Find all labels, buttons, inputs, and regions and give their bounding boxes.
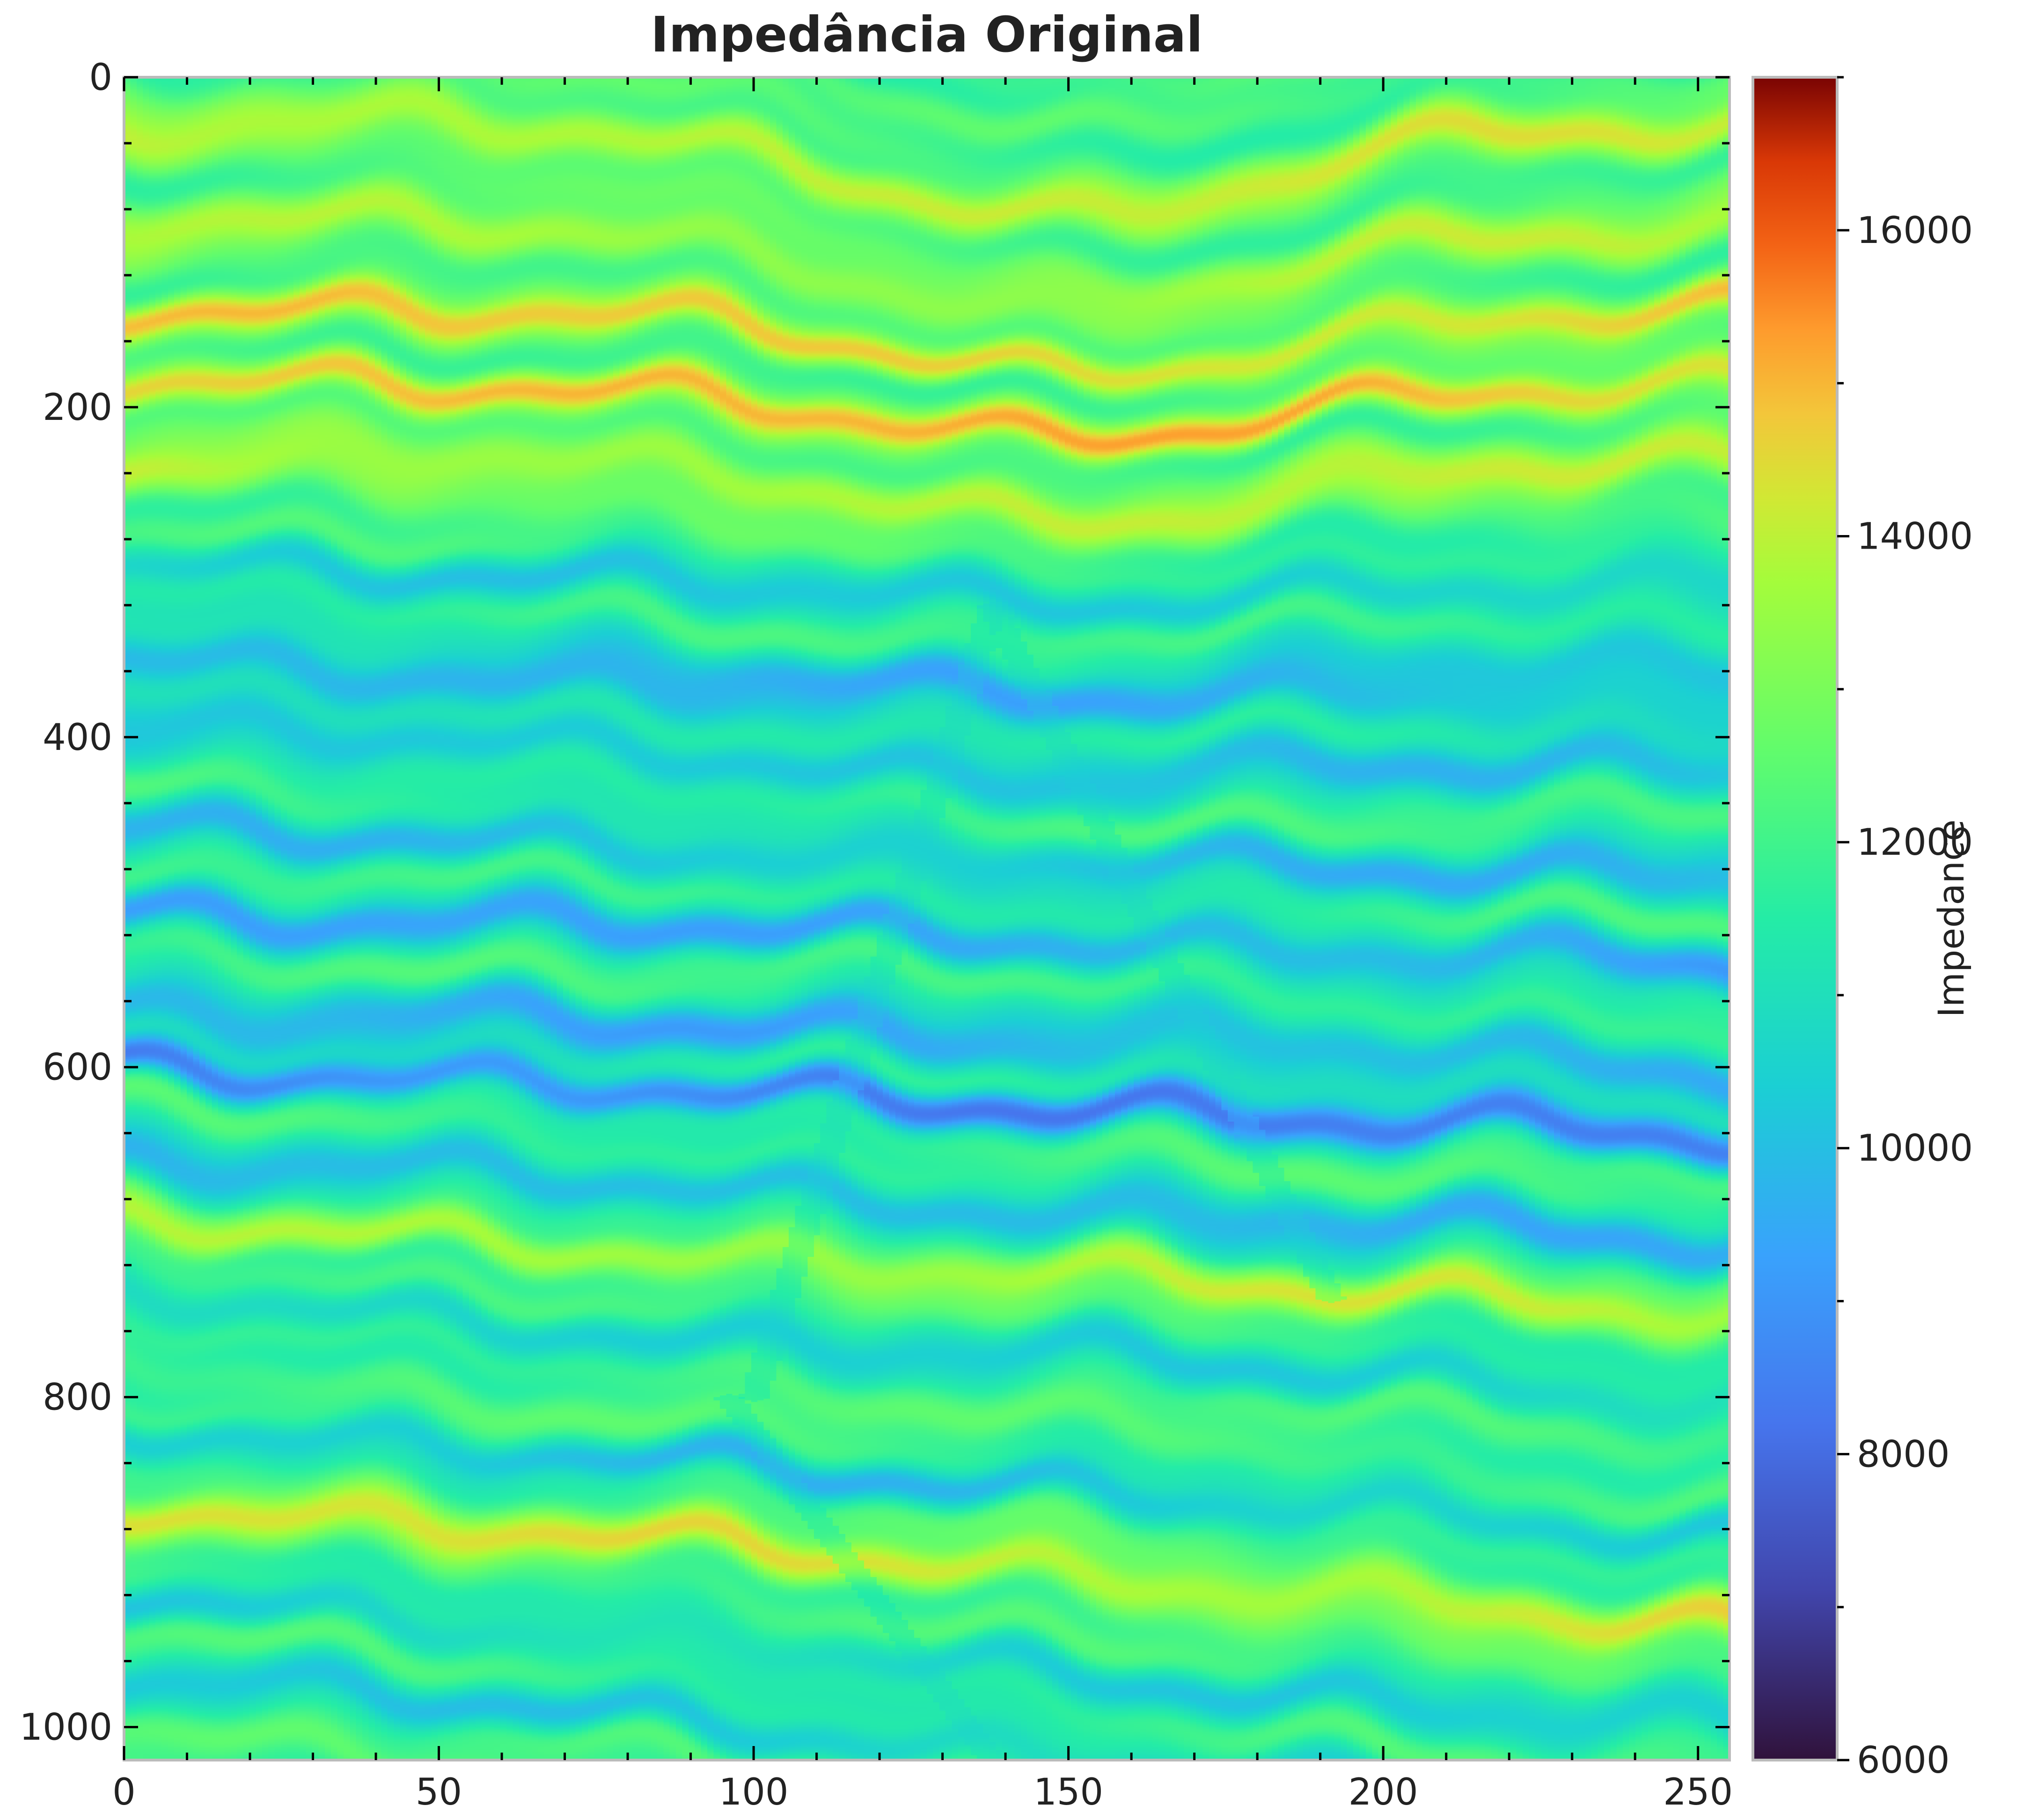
x-axis: 0 50 100 150 200 250 xyxy=(112,77,1733,1813)
colorbar-label: Impedance xyxy=(1930,820,1972,1018)
y-tick-label: 400 xyxy=(43,717,112,759)
y-tick-label: 600 xyxy=(43,1047,112,1089)
y-tick-label: 800 xyxy=(43,1377,112,1419)
x-tick-label: 50 xyxy=(416,1771,462,1813)
colorbar-tick-label: 10000 xyxy=(1857,1128,1973,1170)
x-tick-label: 200 xyxy=(1348,1771,1418,1813)
x-tick-label: 0 xyxy=(112,1771,136,1813)
colorbar-tick-label: 8000 xyxy=(1857,1433,1950,1475)
y-tick-label: 200 xyxy=(43,387,112,429)
y-tick-label: 0 xyxy=(89,57,112,99)
y-tick-label: 1000 xyxy=(19,1707,112,1749)
plot-frame xyxy=(123,76,1731,1761)
x-tick-label: 150 xyxy=(1033,1771,1103,1813)
x-tick-label: 250 xyxy=(1663,1771,1733,1813)
colorbar-tick-label: 12000 xyxy=(1857,822,1973,864)
chart-title: Impedância Original xyxy=(651,6,1203,63)
colorbar-tick-label: 14000 xyxy=(1857,515,1973,558)
x-tick-label: 100 xyxy=(719,1771,789,1813)
y-axis: 0 200 400 600 800 1000 xyxy=(19,57,1730,1749)
colorbar-tick-label: 16000 xyxy=(1857,210,1973,252)
heatmap-image xyxy=(124,77,1730,1760)
colorbar-axis: 6000 8000 10000 12000 14000 16000 xyxy=(1837,76,1973,1782)
colorbar-tick-label: 6000 xyxy=(1857,1739,1950,1782)
colorbar xyxy=(1752,76,1839,1761)
